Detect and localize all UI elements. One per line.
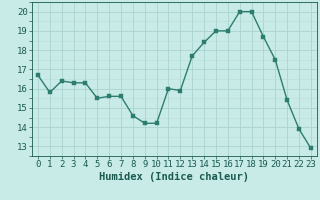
X-axis label: Humidex (Indice chaleur): Humidex (Indice chaleur) bbox=[100, 172, 249, 182]
